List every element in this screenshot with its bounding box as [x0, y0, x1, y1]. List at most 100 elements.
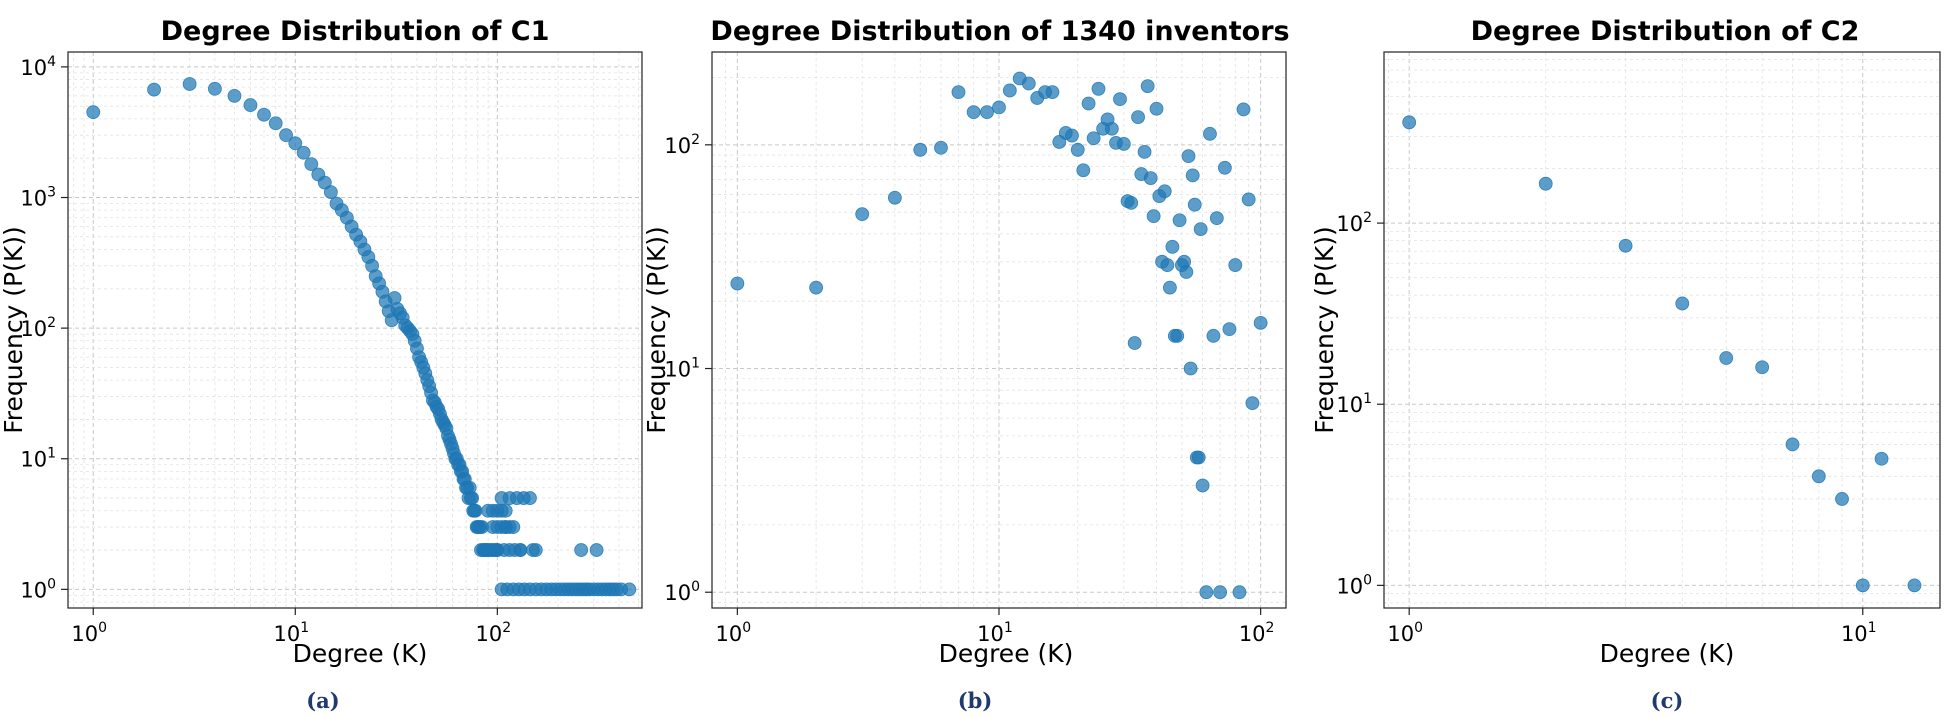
y-tick-label: 102: [20, 315, 56, 341]
data-point: [1209, 211, 1224, 226]
panel-c-title: Degree Distribution of C2: [1471, 16, 1860, 47]
y-tick-label: 102: [664, 132, 700, 158]
data-point: [1232, 585, 1247, 600]
panel-b-points: [730, 71, 1268, 600]
data-point: [227, 88, 242, 103]
panel-c: 100 101 100 101 102 Degree Distribution of C…: [1310, 16, 1941, 713]
panel-a-ylabel: Frequency (P(K)): [0, 226, 28, 434]
data-point: [1222, 322, 1237, 337]
y-tick-label: 100: [1336, 572, 1372, 598]
data-point: [980, 105, 994, 120]
panel-c-grid: [1384, 52, 1940, 608]
data-point: [465, 491, 479, 505]
panel-c-ylabel: Frequency (P(K)): [1310, 226, 1339, 434]
data-point: [1160, 258, 1175, 272]
data-point: [1143, 171, 1158, 185]
data-point: [498, 520, 513, 534]
panel-c-frame: [1383, 51, 1941, 609]
panel-a-title: Degree Distribution of C1: [161, 16, 550, 47]
x-tick-label: 100: [716, 620, 752, 646]
data-point: [1228, 258, 1243, 272]
panel-a-frame: [67, 51, 643, 609]
y-tick-label: 101: [20, 446, 56, 472]
data-point: [622, 582, 637, 597]
data-point: [1113, 92, 1127, 107]
data-point: [1203, 126, 1217, 141]
data-point: [182, 77, 197, 91]
data-point: [887, 190, 902, 205]
y-tick-label: 104: [20, 54, 56, 80]
data-point: [1104, 121, 1119, 136]
y-tick-label: 101: [664, 356, 700, 382]
data-point: [855, 207, 870, 222]
data-point: [1236, 102, 1251, 117]
data-point: [913, 142, 928, 157]
data-point: [1065, 128, 1079, 143]
x-tick-label: 102: [1239, 620, 1275, 646]
data-point: [523, 491, 537, 505]
data-point: [147, 82, 161, 97]
data-point: [589, 543, 604, 557]
data-point: [1140, 79, 1155, 94]
data-point: [730, 276, 745, 291]
panel-c-ticks: 100 101 100 101 102: [1336, 210, 1876, 646]
data-point: [1021, 76, 1036, 91]
data-point: [574, 543, 589, 557]
data-point: [1206, 328, 1221, 343]
data-point: [1165, 239, 1180, 254]
data-point: [1070, 142, 1085, 157]
data-point: [1191, 450, 1206, 465]
y-tick-label: 101: [1336, 391, 1372, 417]
data-point: [809, 280, 824, 295]
data-point: [1086, 131, 1101, 146]
panel-b-grid: [711, 52, 1286, 608]
data-point: [288, 136, 303, 151]
data-point: [1241, 192, 1256, 207]
data-point: [1618, 238, 1633, 253]
panel-a-points: [86, 77, 637, 597]
data-point: [1213, 585, 1228, 600]
data-point: [1131, 110, 1145, 125]
data-point: [1785, 437, 1800, 452]
data-point: [1253, 315, 1268, 330]
data-point: [1002, 83, 1017, 98]
data-point: [1172, 213, 1187, 228]
panel-b-xlabel: Degree (K): [939, 639, 1074, 668]
data-point: [323, 185, 338, 199]
data-point: [1811, 469, 1826, 484]
data-point: [1835, 492, 1849, 506]
data-point: [1855, 578, 1870, 593]
panel-c-xlabel: Degree (K): [1600, 639, 1735, 668]
panel-a-caption: (a): [306, 688, 339, 713]
data-point: [268, 116, 283, 131]
data-point: [1199, 585, 1214, 600]
data-point: [207, 81, 222, 96]
data-point: [1170, 328, 1185, 343]
x-tick-label: 101: [1841, 620, 1877, 646]
panel-b-title: Degree Distribution of 1340 inventors: [710, 16, 1289, 47]
data-point: [1193, 222, 1208, 237]
data-point: [1116, 136, 1131, 151]
y-tick-label: 103: [20, 185, 56, 211]
data-point: [1402, 115, 1417, 130]
data-point: [279, 128, 293, 143]
data-point: [257, 107, 271, 122]
panel-c-points: [1402, 115, 1922, 593]
y-tick-label: 100: [664, 579, 700, 605]
data-point: [934, 140, 948, 155]
data-point: [468, 503, 483, 518]
data-point: [528, 543, 543, 557]
data-point: [1124, 196, 1139, 210]
x-tick-label: 100: [71, 620, 107, 646]
data-point: [1146, 209, 1161, 224]
data-point: [1187, 197, 1202, 212]
data-point: [1181, 149, 1196, 164]
data-point: [1195, 478, 1210, 493]
data-point: [1538, 176, 1553, 191]
data-point: [498, 503, 513, 518]
data-point: [1755, 360, 1770, 375]
data-point: [1675, 296, 1690, 311]
data-point: [1127, 336, 1142, 350]
